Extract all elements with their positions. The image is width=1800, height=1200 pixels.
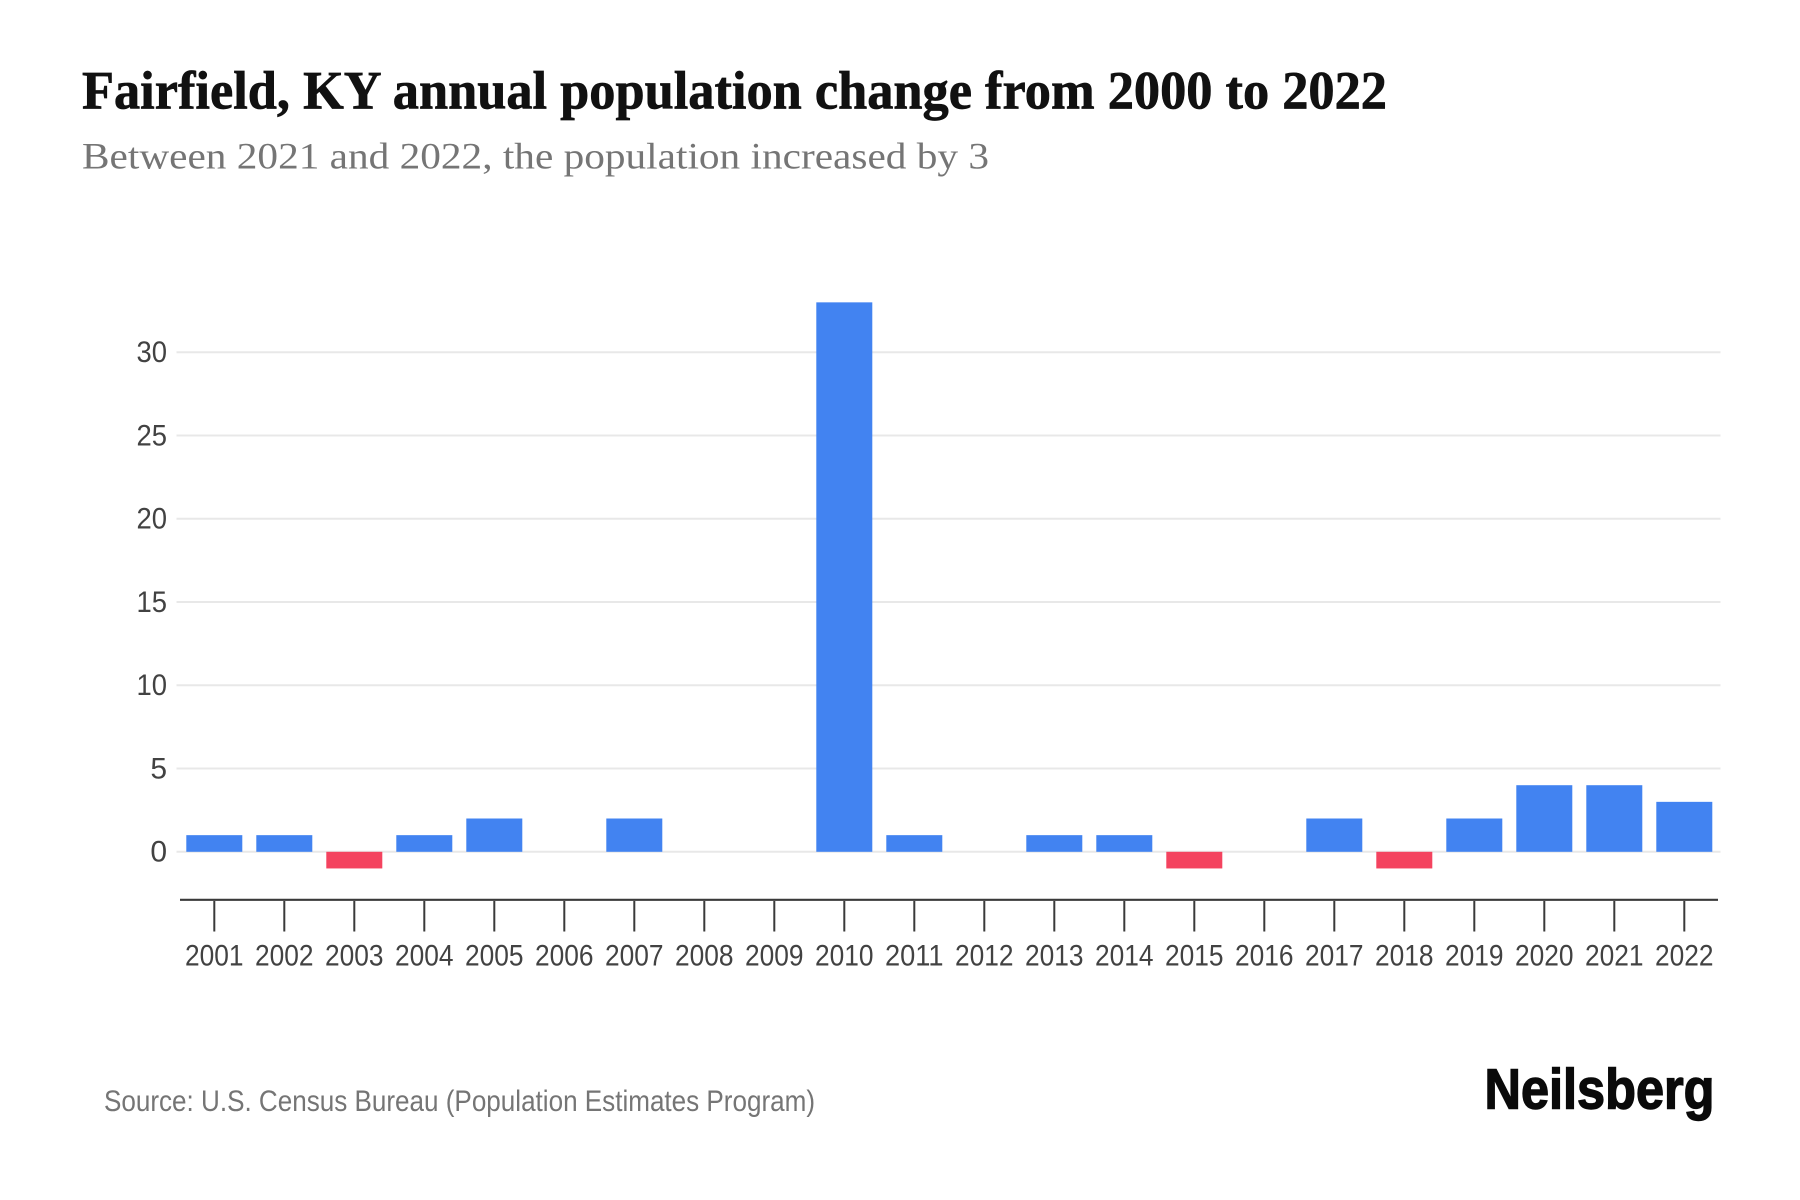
svg-text:2022: 2022 [1655,940,1714,973]
svg-text:2006: 2006 [535,940,594,973]
svg-text:2008: 2008 [675,940,734,973]
svg-text:2017: 2017 [1305,940,1364,973]
svg-text:2010: 2010 [815,940,874,973]
svg-text:15: 15 [137,586,168,619]
svg-text:2015: 2015 [1165,940,1224,973]
svg-text:2020: 2020 [1515,940,1574,973]
svg-text:2019: 2019 [1445,940,1504,973]
svg-text:25: 25 [137,419,168,452]
svg-text:2013: 2013 [1025,940,1084,973]
svg-text:5: 5 [150,752,167,785]
svg-text:2001: 2001 [185,940,244,973]
svg-text:2002: 2002 [255,940,314,973]
svg-text:2005: 2005 [465,940,524,973]
svg-text:0: 0 [150,836,167,869]
svg-text:30: 30 [137,336,168,369]
svg-text:10: 10 [137,669,168,702]
svg-text:2007: 2007 [605,940,664,973]
svg-text:2016: 2016 [1235,940,1294,973]
svg-text:2021: 2021 [1585,940,1644,973]
svg-text:Neilsberg: Neilsberg [1485,1057,1715,1121]
svg-text:2009: 2009 [745,940,804,973]
svg-text:20: 20 [137,503,168,536]
svg-text:2004: 2004 [395,940,454,973]
svg-text:2003: 2003 [325,940,384,973]
svg-text:Between 2021 and 2022, the pop: Between 2021 and 2022, the population in… [82,137,989,178]
svg-text:Fairfield, KY annual populatio: Fairfield, KY annual population change f… [82,61,1387,121]
svg-text:Source: U.S. Census Bureau (Po: Source: U.S. Census Bureau (Population E… [104,1085,815,1118]
svg-text:2011: 2011 [885,940,944,973]
svg-text:2012: 2012 [955,940,1014,973]
svg-text:2014: 2014 [1095,940,1154,973]
svg-text:2018: 2018 [1375,940,1434,973]
